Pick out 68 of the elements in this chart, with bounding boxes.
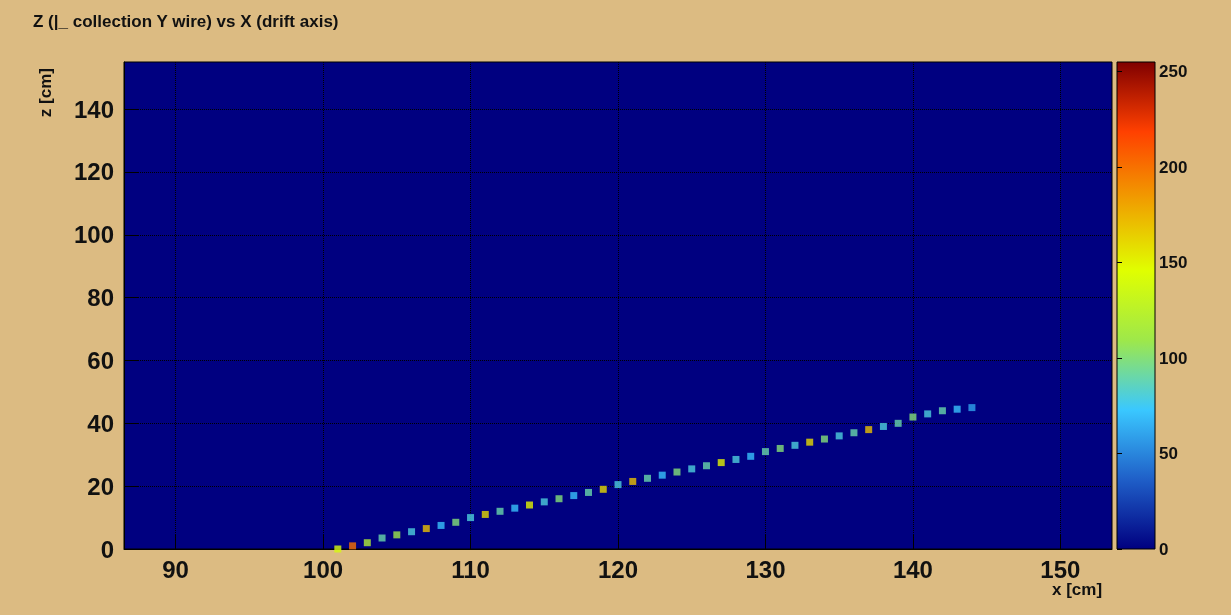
point: [747, 452, 755, 460]
point: [968, 404, 976, 412]
point: [776, 444, 784, 452]
point: [555, 495, 563, 503]
y-tick-label: 140: [73, 95, 114, 123]
x-tick-label: 90: [162, 555, 189, 583]
point: [585, 488, 593, 496]
point: [452, 518, 460, 526]
point: [643, 474, 651, 482]
y-tick-label: 20: [87, 472, 114, 500]
y-tick-label: 120: [73, 158, 114, 186]
point: [953, 405, 961, 413]
point: [850, 429, 858, 437]
point: [408, 528, 416, 536]
point: [614, 481, 622, 489]
point: [393, 531, 401, 539]
x-tick-label: 140: [892, 555, 933, 583]
point: [732, 455, 740, 463]
color-bar-label: 150: [1159, 253, 1188, 273]
point: [924, 410, 932, 418]
point: [422, 525, 430, 533]
color-bar-label: 0: [1159, 539, 1169, 559]
x-tick-label: 120: [597, 555, 639, 583]
point: [334, 545, 342, 553]
point: [865, 426, 873, 434]
y-tick-label: 40: [87, 409, 114, 437]
point: [570, 492, 578, 500]
color-bar-label: 100: [1159, 348, 1188, 368]
x-tick-label: 100: [303, 555, 344, 583]
point: [717, 459, 725, 467]
point: [806, 438, 814, 446]
chart-title: Z (|_ collection Y wire) vs X (drift axis): [33, 12, 339, 31]
x-tick-label: 130: [745, 555, 786, 583]
point: [688, 465, 696, 473]
point: [437, 521, 445, 529]
y-tick-label: 0: [100, 535, 114, 563]
point: [599, 485, 607, 493]
point: [481, 510, 489, 518]
point: [378, 534, 386, 542]
point: [363, 539, 371, 547]
point: [894, 419, 902, 427]
point: [540, 498, 548, 506]
point: [496, 507, 504, 515]
point: [835, 432, 843, 440]
point: [909, 413, 917, 421]
point: [702, 462, 710, 470]
point: [467, 514, 475, 522]
point: [761, 448, 769, 456]
y-tick-label: 60: [87, 346, 114, 374]
point: [791, 441, 799, 449]
point: [629, 477, 637, 485]
y-tick-label: 100: [73, 221, 114, 249]
point: [938, 407, 946, 415]
point: [526, 501, 534, 509]
x-tick-label: 110: [451, 555, 490, 583]
point: [673, 468, 681, 476]
x-tick-label: 150: [1040, 555, 1081, 583]
point: [511, 504, 519, 512]
point: [879, 422, 887, 430]
color-bar-label: 200: [1159, 157, 1188, 177]
point: [820, 435, 828, 443]
x-axis-title: x [cm]: [1052, 580, 1103, 599]
color-bar-label: 250: [1159, 62, 1188, 82]
y-axis-title: z [cm]: [36, 68, 55, 118]
point: [658, 471, 666, 479]
point: [349, 542, 357, 550]
y-tick-label: 80: [87, 284, 114, 312]
color-bar-label: 50: [1159, 444, 1178, 464]
